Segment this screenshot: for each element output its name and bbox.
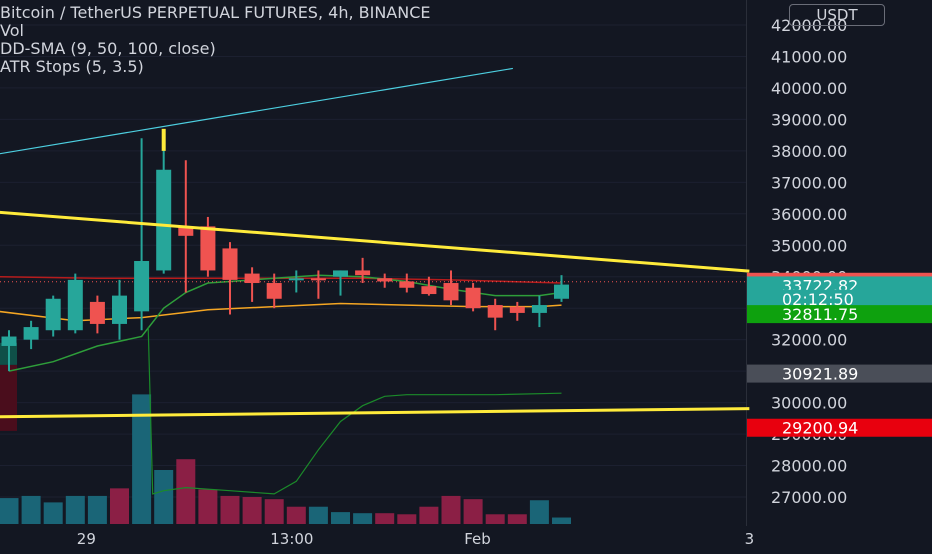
volume-bar: [353, 513, 373, 524]
volume-bar: [264, 499, 284, 524]
price-label-text: 30921.89: [782, 365, 858, 384]
volume-bar: [110, 488, 129, 524]
candle-body: [377, 278, 393, 282]
candle-body: [421, 286, 437, 295]
candle-body: [156, 169, 172, 271]
volume-bar: [87, 495, 107, 524]
candle-body: [244, 273, 260, 284]
price-tick-label: 39000.00: [771, 110, 847, 129]
candle-body: [333, 270, 348, 277]
candle-body: [399, 281, 415, 288]
candle-body: [266, 283, 282, 299]
volume-bar: [242, 497, 262, 524]
candle-body: [509, 306, 525, 313]
price-label-text: 32811.75: [782, 305, 858, 324]
candle-body: [443, 283, 459, 301]
trendline-layer: [0, 67, 750, 419]
chart-legend: Bitcoin / TetherUS PERPETUAL FUTURES, 4h…: [0, 4, 746, 76]
candle-body: [465, 287, 481, 309]
volume-bar: [65, 495, 85, 524]
volume-bar: [397, 514, 417, 524]
volume-indicator-label[interactable]: Vol: [0, 21, 24, 40]
volume-bar: [485, 514, 505, 524]
price-tick-label: 36000.00: [771, 205, 847, 224]
volume-bar: [552, 517, 571, 524]
atr-indicator-label[interactable]: ATR Stops (5, 3.5): [0, 57, 144, 76]
candle-body: [531, 305, 547, 313]
volume-bar: [43, 502, 63, 524]
candle-body: [23, 327, 39, 340]
volume-bar: [463, 499, 483, 524]
candle-body: [310, 278, 326, 281]
offscreen-candle-shadow: [0, 364, 17, 431]
channel-top-line: [0, 67, 513, 155]
candle-body: [1, 336, 17, 346]
volume-bar: [220, 495, 240, 524]
time-tick-label: 3: [745, 530, 755, 548]
price-tick-label: 40000.00: [771, 79, 847, 98]
price-tick-label: 30000.00: [771, 394, 847, 413]
price-label-text: 29200.94: [782, 419, 858, 438]
volume-bar: [419, 506, 439, 524]
candle-body: [45, 298, 61, 331]
volume-bar: [507, 514, 527, 524]
price-tick-label: 41000.00: [771, 47, 847, 66]
volume-bar: [132, 394, 152, 524]
volume-bar: [331, 512, 350, 524]
price-label-layer: 33840.1333722.8202:12:5032811.7530921.89…: [747, 272, 932, 438]
price-tick-label: 35000.00: [771, 236, 847, 255]
volume-bar: [529, 500, 549, 524]
price-label-bg: [747, 305, 932, 324]
volume-bar: [198, 489, 218, 524]
candle-body: [200, 226, 216, 271]
resistance-line: [0, 210, 750, 273]
time-axis-bg: [0, 526, 932, 550]
atr-stop-line: [147, 327, 562, 495]
symbol-title[interactable]: Bitcoin / TetherUS PERPETUAL FUTURES, 4h…: [0, 4, 431, 22]
volume-bar: [308, 506, 328, 524]
candle-body: [288, 278, 304, 281]
candle-body: [67, 279, 83, 331]
currency-button[interactable]: USDT: [789, 4, 885, 26]
time-tick-label: 13:00: [270, 530, 313, 548]
volume-bar: [21, 495, 41, 524]
time-axis-layer: 29 13:00 Feb 3: [0, 526, 932, 550]
price-label-text: 02:12:50: [782, 290, 854, 309]
time-tick-label: Feb: [464, 530, 491, 548]
sma-indicator-label[interactable]: DD-SMA (9, 50, 100, close): [0, 39, 216, 58]
volume-bar: [441, 495, 461, 524]
candle-body: [554, 284, 569, 299]
price-label-bg: [747, 289, 932, 308]
price-tick-label: 38000.00: [771, 142, 847, 161]
candle-body: [112, 295, 127, 324]
time-tick-label: 29: [77, 530, 96, 548]
price-tick-label: 32000.00: [771, 331, 847, 350]
sma-50-line: [0, 302, 562, 322]
volume-bar: [286, 506, 306, 524]
candle-body: [222, 248, 238, 280]
price-tick-label: 37000.00: [771, 173, 847, 192]
price-label-bg: [747, 364, 932, 383]
candle-body: [487, 305, 503, 318]
price-tick-label: 28000.00: [771, 457, 847, 476]
candle-body: [355, 270, 371, 276]
grid-layer: [0, 0, 747, 550]
candle-body: [178, 226, 194, 236]
volume-layer: [0, 394, 571, 524]
candle-body: [134, 261, 150, 312]
volume-bar: [0, 498, 19, 524]
support-line: [0, 407, 750, 419]
price-tick-label: 27000.00: [771, 488, 847, 507]
volume-bar: [154, 470, 174, 524]
candles-layer: [1, 128, 569, 372]
volume-bar: [375, 513, 395, 524]
candle-body: [89, 301, 105, 324]
volume-bar: [176, 459, 196, 524]
price-label-bg: [747, 418, 932, 437]
